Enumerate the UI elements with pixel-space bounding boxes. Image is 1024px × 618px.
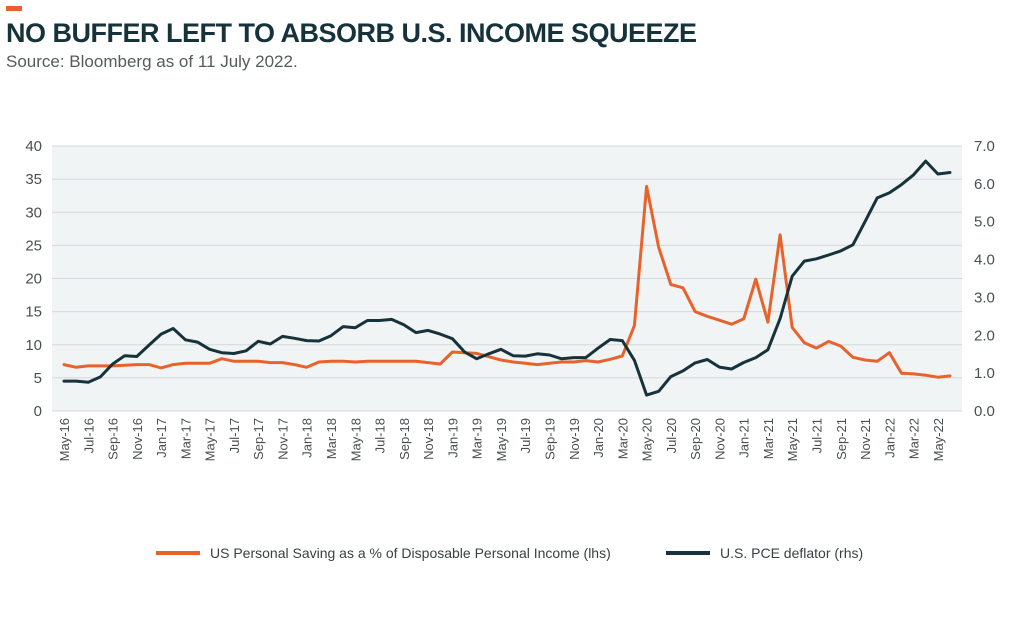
x-tick-label: Jul-17 [227,418,242,453]
x-tick-label: May-20 [640,418,655,461]
x-tick-label: Sep-21 [834,418,849,460]
x-tick-label: Mar-20 [615,418,630,459]
x-tick-label: Sep-18 [397,418,412,460]
right-tick-label: 4.0 [974,252,995,269]
right-tick-label: 6.0 [974,176,995,193]
x-tick-label: May-17 [203,418,218,461]
chart-title: NO BUFFER LEFT TO ABSORB U.S. INCOME SQU… [6,18,697,48]
x-tick-label: Jul-21 [809,418,824,453]
x-tick-label: Jan-21 [737,418,752,458]
x-tick-label: Jan-22 [882,418,897,458]
saving-rate-line [62,184,952,379]
x-tick-label: Jan-19 [445,418,460,458]
x-tick-label: Nov-16 [130,418,145,460]
right-tick-label: 5.0 [974,214,995,231]
x-tick-label: Nov-18 [421,418,436,460]
x-tick-label: Jan-20 [591,418,606,458]
accent-bar [6,6,22,11]
x-tick-label: Jul-19 [518,418,533,453]
x-tick-label: Mar-17 [178,418,193,459]
right-axis: 0.0 1.0 2.0 3.0 4.0 5.0 6.0 7.0 [974,138,995,420]
left-tick-label: 30 [25,204,42,221]
left-tick-label: 40 [25,138,42,155]
left-tick-label: 25 [25,237,42,254]
x-tick-label: Nov-20 [712,418,727,460]
x-tick-label: May-22 [931,418,946,461]
series-lines [62,159,952,397]
left-tick-label: 10 [25,337,42,354]
x-tick-label: Mar-19 [470,418,485,459]
right-tick-label: 3.0 [974,289,995,306]
right-tick-label: 1.0 [974,365,995,382]
left-tick-label: 0 [34,403,42,420]
x-tick-label: May-18 [348,418,363,461]
x-tick-label: Jul-20 [664,418,679,453]
right-tick-label: 0.0 [974,403,995,420]
x-tick-label: Nov-21 [858,418,873,460]
x-axis: May-16 Jul-16 Sep-16 Nov-16 Jan-17 Mar-17 May-… [57,418,946,461]
x-tick-label: Nov-17 [275,418,290,460]
left-tick-label: 5 [34,370,42,387]
x-tick-label: Jan-17 [154,418,169,458]
left-axis: 0 5 10 15 20 25 30 35 40 [25,138,42,420]
x-tick-label: Sep-16 [106,418,121,460]
left-tick-label: 15 [25,304,42,321]
x-tick-label: Mar-22 [907,418,922,459]
x-tick-label: Nov-19 [567,418,582,460]
x-tick-label: Sep-19 [542,418,557,460]
left-tick-label: 35 [25,171,42,188]
x-tick-label: May-16 [57,418,72,461]
x-tick-label: Sep-20 [688,418,703,460]
x-tick-label: Mar-21 [761,418,776,459]
legend-label-saving: US Personal Saving as a % of Disposable … [210,545,611,561]
left-tick-label: 20 [25,271,42,288]
chart-source: Source: Bloomberg as of 11 July 2022. [6,52,298,71]
legend-label-pce: U.S. PCE deflator (rhs) [720,545,863,561]
right-tick-label: 2.0 [974,327,995,344]
x-tick-label: Jan-18 [300,418,315,458]
x-tick-label: Jul-16 [81,418,96,453]
legend: US Personal Saving as a % of Disposable … [156,545,863,561]
x-tick-label: May-19 [494,418,509,461]
pce-deflator-line [62,159,952,397]
x-tick-label: May-21 [785,418,800,461]
x-tick-label: Mar-18 [324,418,339,459]
x-tick-label: Sep-17 [251,418,266,460]
right-tick-label: 7.0 [974,138,995,155]
x-tick-label: Jul-18 [373,418,388,453]
